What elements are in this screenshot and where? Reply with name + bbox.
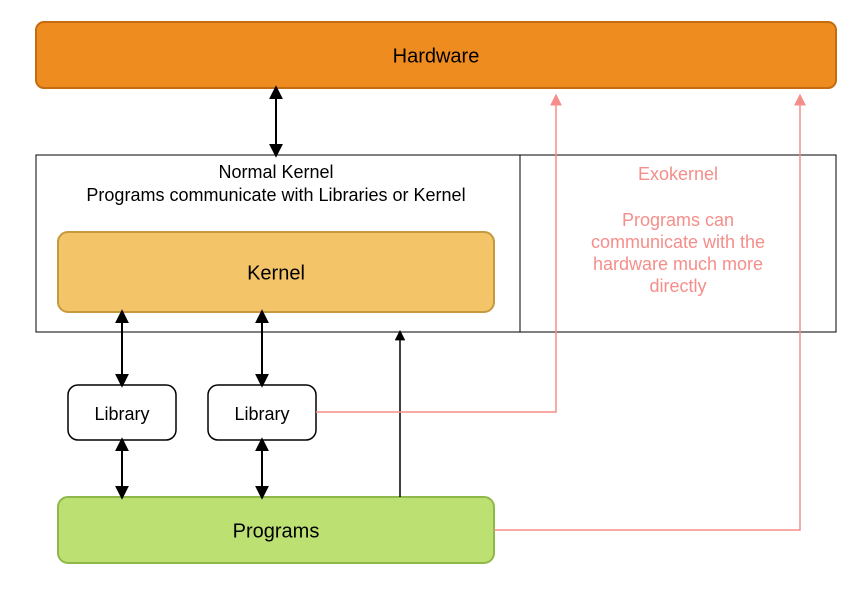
exokernel-desc-2: communicate with the xyxy=(591,232,765,252)
exokernel-desc-4: directly xyxy=(649,276,706,296)
normal-kernel-subtitle: Programs communicate with Libraries or K… xyxy=(86,185,465,205)
normal-kernel-title: Normal Kernel xyxy=(218,162,333,182)
kernel-label: Kernel xyxy=(247,262,305,284)
hardware-label: Hardware xyxy=(393,45,480,67)
exokernel-desc-1: Programs can xyxy=(622,210,734,230)
kernel-architecture-diagram: Hardware Normal Kernel Programs communicat… xyxy=(0,0,867,599)
library2-label: Library xyxy=(234,404,289,424)
exokernel-desc-3: hardware much more xyxy=(593,254,763,274)
programs-label: Programs xyxy=(233,520,320,542)
library1-label: Library xyxy=(94,404,149,424)
exokernel-title: Exokernel xyxy=(638,164,718,184)
